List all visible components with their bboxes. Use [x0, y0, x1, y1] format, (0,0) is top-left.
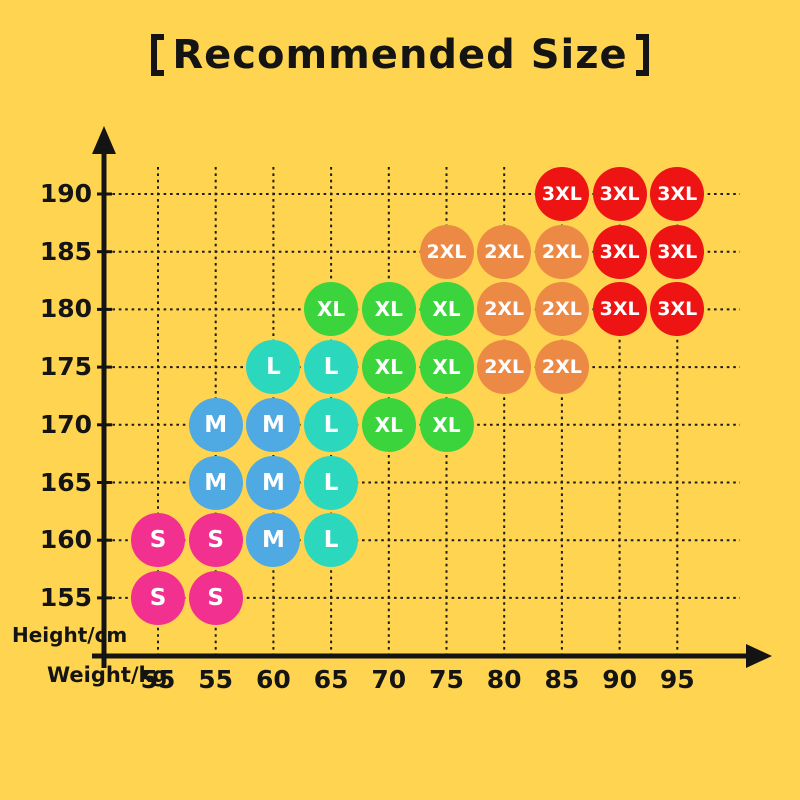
- x-axis-arrow-icon: [746, 644, 772, 668]
- size-bubble: XL: [419, 340, 474, 395]
- size-bubble: M: [246, 397, 301, 452]
- y-tick-label: 180: [39, 294, 92, 324]
- size-bubble: L: [246, 340, 301, 395]
- size-bubble: 3XL: [534, 167, 589, 221]
- size-bubble: M: [188, 455, 243, 510]
- size-bubble: L: [304, 513, 359, 568]
- size-bubble: L: [304, 455, 359, 510]
- y-tick-label: 155: [39, 582, 92, 612]
- y-axis-label: Height/cm: [12, 623, 128, 647]
- size-bubble: M: [246, 513, 301, 568]
- size-bubble: M: [188, 397, 243, 452]
- y-tick-label: 170: [39, 409, 92, 439]
- x-tick-label: 60: [255, 665, 291, 694]
- size-bubble: 3XL: [650, 167, 705, 221]
- y-tick-label: 160: [39, 525, 92, 555]
- size-bubble: 3XL: [592, 167, 647, 221]
- y-tick-label: 175: [39, 352, 92, 382]
- x-tick-label: 70: [371, 665, 407, 694]
- size-bubble: S: [131, 513, 185, 568]
- size-bubble: M: [246, 455, 301, 510]
- size-bubble: 2XL: [477, 224, 532, 279]
- size-bubble: 3XL: [650, 224, 705, 279]
- x-tick-label: 85: [544, 665, 580, 694]
- size-bubble: 2XL: [534, 224, 589, 279]
- chart-title: Recommended Size: [0, 32, 800, 78]
- x-axis-label: Weight/kg: [47, 663, 168, 687]
- y-tick-label: 190: [39, 179, 92, 208]
- size-bubble: XL: [361, 282, 416, 337]
- y-axis-arrow-icon: [92, 126, 116, 154]
- size-bubble: L: [304, 397, 359, 452]
- size-bubble: 2XL: [534, 282, 589, 337]
- size-bubble: XL: [419, 282, 474, 337]
- size-bubble: 3XL: [650, 282, 705, 337]
- size-bubble: S: [131, 570, 185, 625]
- size-bubble: 3XL: [592, 224, 647, 279]
- size-bubble: S: [188, 513, 243, 568]
- y-tick-label: 165: [39, 467, 92, 497]
- size-bubble: XL: [361, 397, 416, 452]
- title-bracket-left-icon: [151, 34, 165, 76]
- x-tick-label: 75: [429, 665, 464, 694]
- x-tick-label: 65: [313, 665, 349, 694]
- size-bubble: 2XL: [534, 340, 589, 395]
- x-tick-label: 90: [602, 665, 637, 694]
- x-tick-label: 55: [140, 665, 176, 694]
- size-bubble: 2XL: [477, 340, 532, 395]
- chart-title-text: Recommended Size: [172, 32, 628, 78]
- size-bubble: XL: [419, 397, 474, 452]
- x-tick-label: 95: [659, 665, 695, 694]
- x-tick-label: 55: [198, 665, 234, 694]
- size-bubble: 3XL: [592, 282, 647, 337]
- size-bubble: S: [188, 570, 243, 625]
- size-bubble: 2XL: [477, 282, 532, 337]
- x-tick-label: 80: [486, 665, 522, 694]
- title-bracket-right-icon: [635, 34, 649, 76]
- size-bubble: 2XL: [419, 224, 474, 279]
- y-tick-label: 185: [39, 236, 92, 266]
- size-bubble: L: [304, 340, 359, 395]
- size-bubble: XL: [361, 340, 416, 395]
- size-bubble: XL: [304, 282, 359, 337]
